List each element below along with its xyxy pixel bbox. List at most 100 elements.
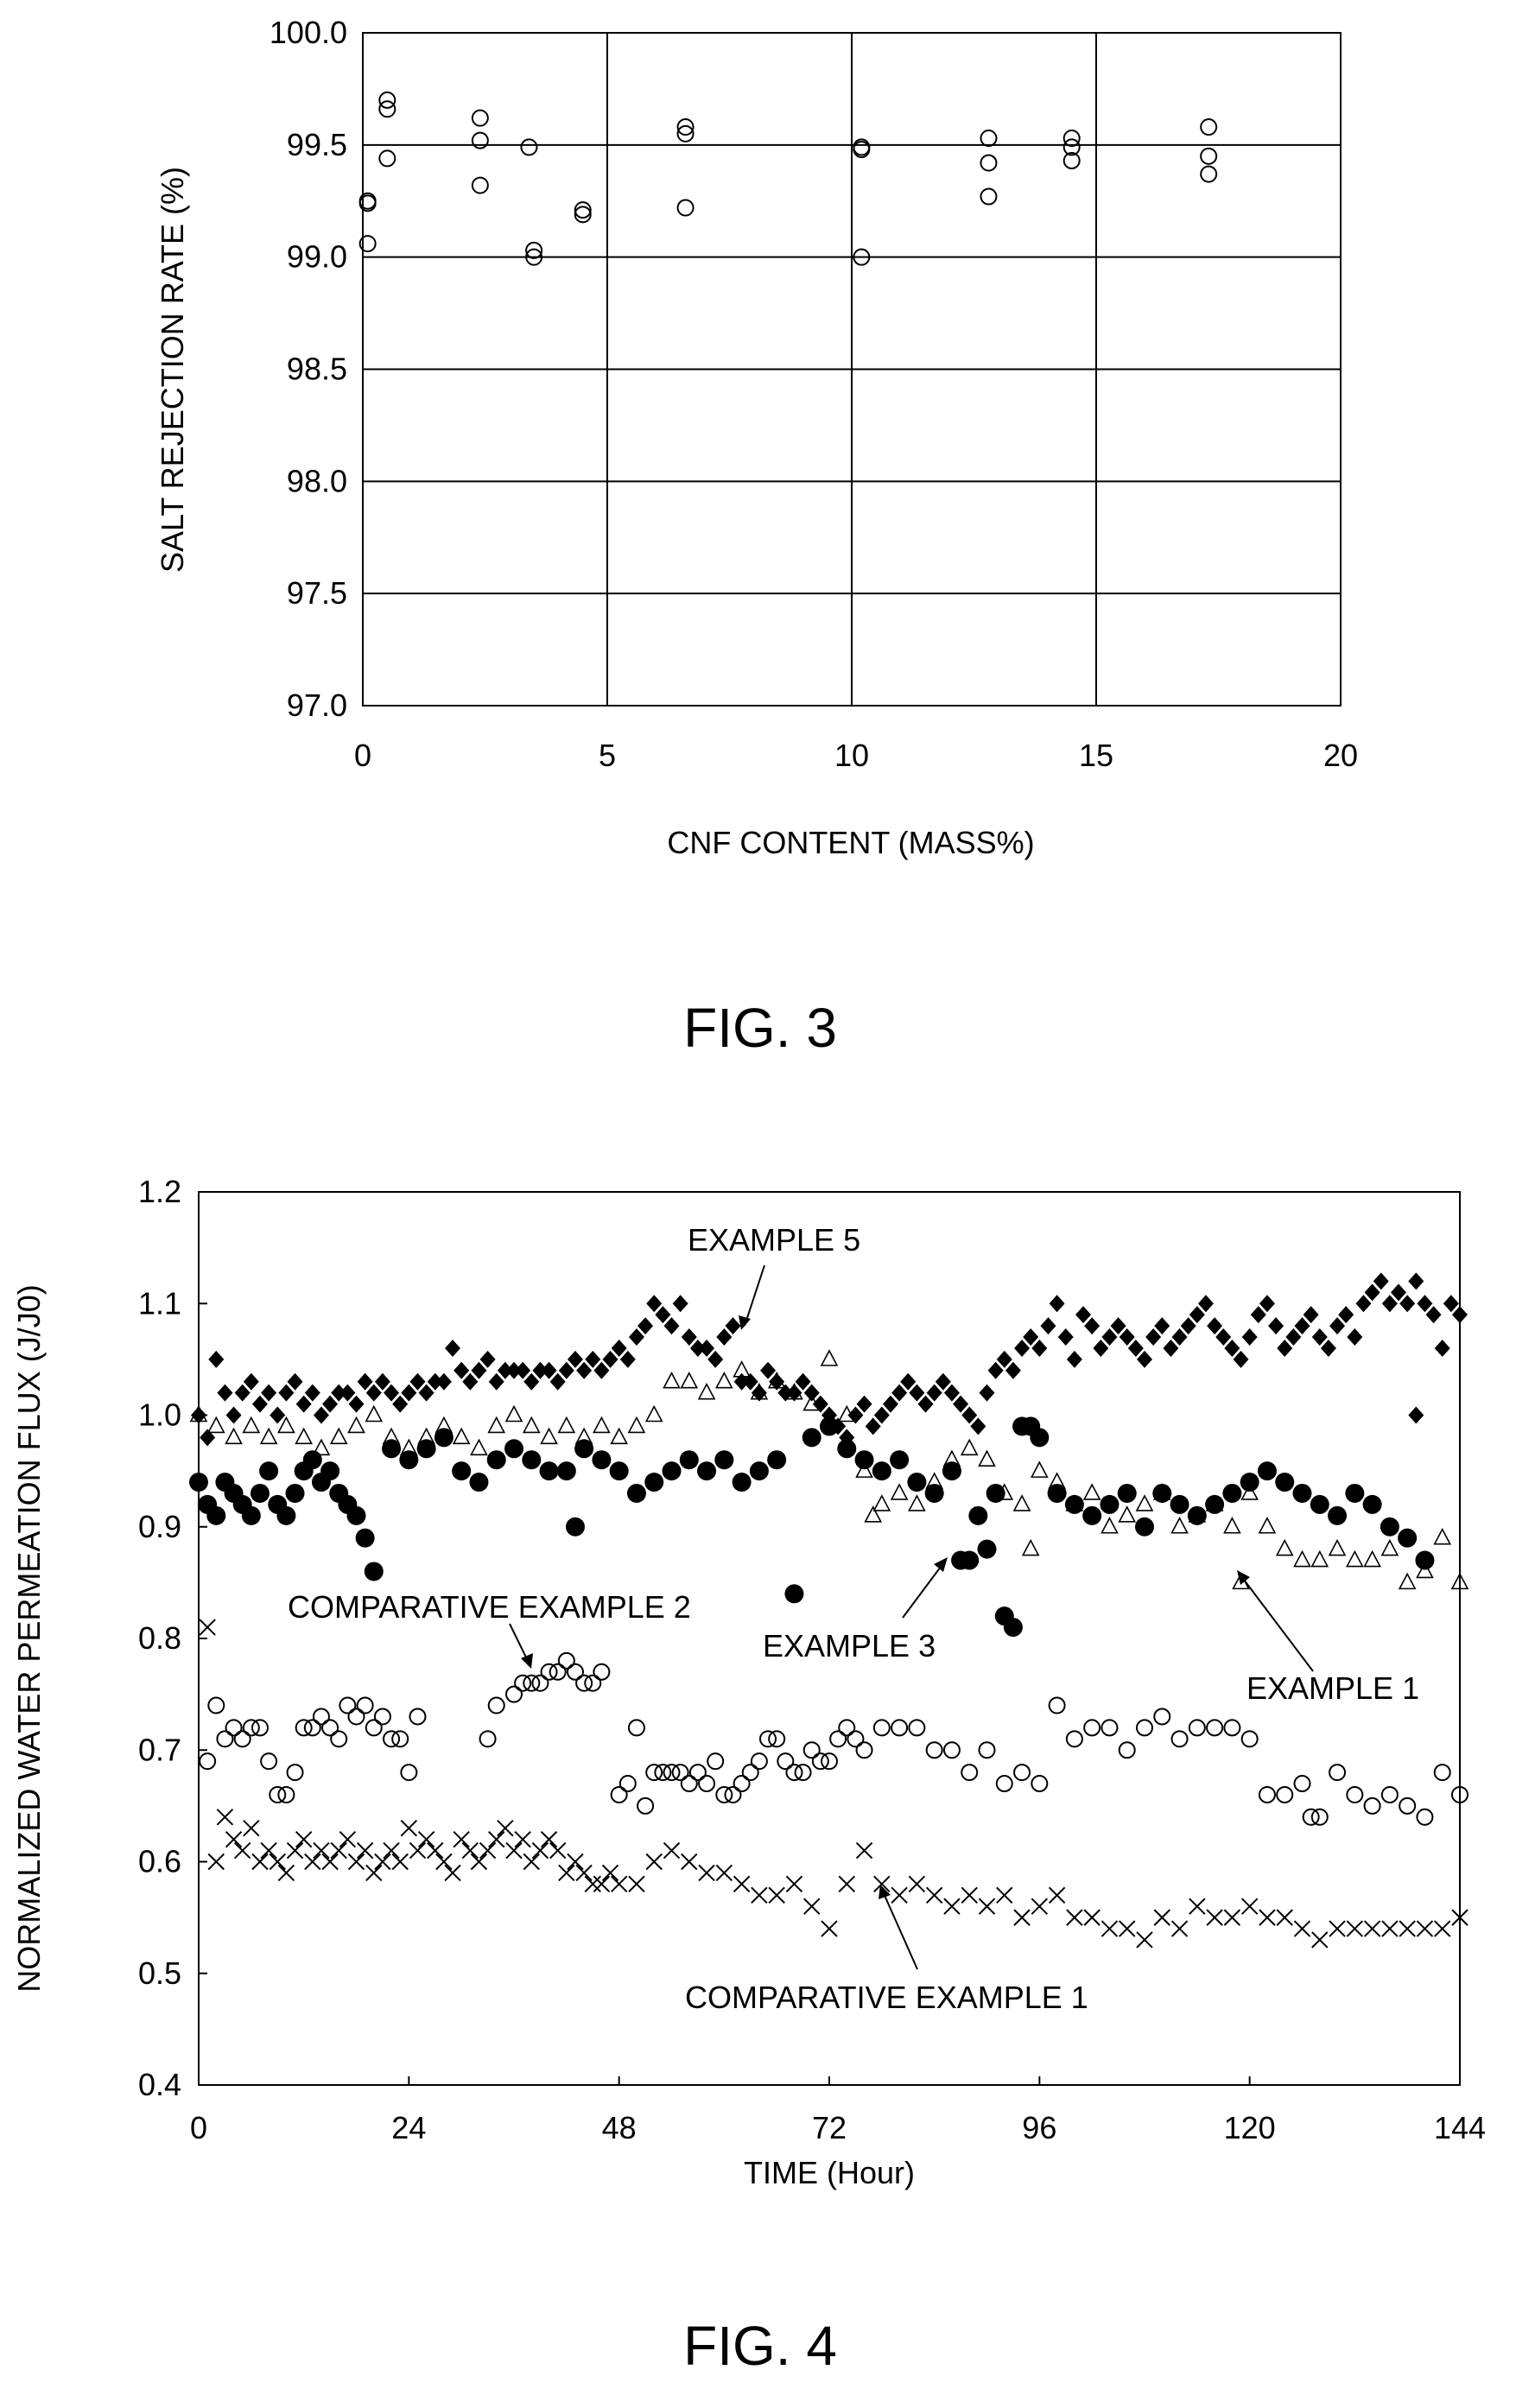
data-point [356, 1841, 374, 1860]
data-point [1310, 1549, 1329, 1568]
data-point [1137, 1350, 1152, 1368]
data-point [1223, 1719, 1241, 1737]
data-point [961, 1406, 978, 1424]
data-point [654, 1764, 672, 1782]
data-point [925, 1886, 943, 1904]
y-tick-label: 0.5 [138, 1955, 181, 1991]
data-point [1355, 1295, 1372, 1313]
data-point [199, 1752, 217, 1771]
data-point [374, 1853, 391, 1871]
data-point [1170, 1494, 1189, 1514]
data-point [525, 248, 543, 266]
data-point [750, 1382, 769, 1400]
data-point [242, 1416, 261, 1434]
data-point [610, 1785, 628, 1803]
data-point [486, 1450, 506, 1470]
series-example-5 [191, 1272, 1468, 1447]
data-point [409, 1708, 427, 1726]
data-point [663, 1764, 681, 1782]
data-point [751, 1886, 768, 1904]
data-point [471, 1361, 487, 1379]
annotation-arrow [1240, 1575, 1314, 1672]
data-point [1110, 1317, 1126, 1335]
data-point [1415, 1550, 1435, 1570]
data-point [242, 1719, 260, 1737]
x-tick-label: 0 [354, 738, 371, 773]
data-point [644, 1404, 663, 1423]
data-point [409, 1372, 426, 1391]
data-point [1189, 1306, 1205, 1324]
data-point [356, 1696, 374, 1714]
data-point [259, 1461, 279, 1481]
data-point [1066, 1350, 1082, 1368]
series-example-1 [189, 1349, 1469, 1590]
data-point [347, 1853, 365, 1871]
data-point [733, 1360, 751, 1378]
data-point [900, 1372, 917, 1391]
data-point [1163, 1339, 1179, 1357]
data-point [470, 1438, 488, 1456]
data-point [890, 1450, 910, 1470]
data-point [1381, 1295, 1398, 1313]
annotation-example-1: EXAMPLE 1 [1246, 1670, 1419, 1706]
data-point [452, 1461, 472, 1481]
data-point [330, 1730, 348, 1748]
data-point [725, 1317, 741, 1335]
data-point [1064, 1494, 1084, 1514]
data-point [1170, 1920, 1189, 1937]
data-point [1328, 1538, 1347, 1556]
annotation-arrow [744, 1264, 765, 1327]
data-point [575, 1674, 593, 1692]
data-point [627, 1416, 646, 1434]
data-point [732, 1473, 752, 1492]
data-point [637, 1317, 654, 1335]
data-point [259, 1427, 278, 1445]
arrowhead [879, 1885, 891, 1899]
data-point [199, 1619, 216, 1636]
data-point [644, 1473, 664, 1492]
data-point [207, 1853, 225, 1871]
data-point [295, 1830, 313, 1848]
data-point [979, 1384, 995, 1402]
data-point [216, 1809, 234, 1826]
data-point [1417, 1295, 1433, 1313]
data-point [891, 1719, 909, 1737]
data-point [1399, 1920, 1416, 1937]
data-point [321, 1719, 339, 1737]
data-point [531, 1841, 549, 1860]
data-point [680, 1372, 699, 1389]
data-point [1031, 1339, 1048, 1357]
data-point [373, 1708, 391, 1726]
data-point [996, 1886, 1013, 1904]
data-point [1101, 1719, 1119, 1737]
data-point [1021, 1538, 1040, 1556]
data-point [697, 1382, 716, 1400]
y-tick-labels: 0.4 0.5 0.6 0.7 0.8 0.9 1.0 1.1 1.2 [138, 1174, 207, 2102]
data-point [733, 1775, 751, 1793]
data-point [1206, 1909, 1223, 1926]
data-point [1188, 1719, 1206, 1737]
data-point [1170, 1517, 1189, 1534]
data-point [767, 1372, 786, 1389]
data-point [953, 1395, 969, 1413]
annotation-comparative-example-1: COMPARATIVE EXAMPLE 1 [685, 1980, 1088, 2015]
data-point [980, 130, 998, 148]
data-point [497, 1820, 514, 1837]
data-point [1205, 1494, 1225, 1514]
data-point [688, 1764, 707, 1782]
data-point [611, 1339, 627, 1357]
y-tick-label: 98.5 [287, 352, 347, 387]
data-point [189, 1473, 208, 1492]
data-point [980, 154, 998, 172]
data-point [803, 1384, 820, 1402]
data-point [1100, 1494, 1120, 1514]
data-point [384, 1384, 400, 1402]
arrowhead [739, 1315, 751, 1330]
data-point [1135, 1494, 1154, 1511]
data-point [549, 1372, 566, 1391]
data-point [1170, 1730, 1189, 1748]
data-point [676, 124, 695, 143]
y-tick-label: 98.0 [287, 463, 347, 498]
data-point [1258, 1785, 1276, 1803]
data-point [924, 1483, 944, 1503]
